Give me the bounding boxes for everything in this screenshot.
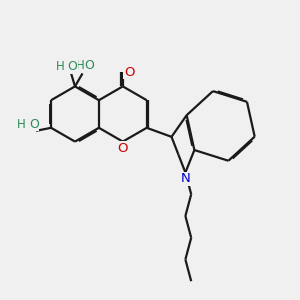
Text: O: O	[84, 59, 94, 72]
Text: O: O	[29, 118, 39, 131]
Text: O: O	[68, 60, 77, 74]
Text: N: N	[181, 172, 190, 185]
Text: O: O	[118, 142, 128, 155]
Text: H: H	[76, 59, 85, 72]
Text: O: O	[124, 65, 135, 79]
Text: H: H	[56, 60, 65, 74]
Text: H: H	[17, 118, 26, 131]
